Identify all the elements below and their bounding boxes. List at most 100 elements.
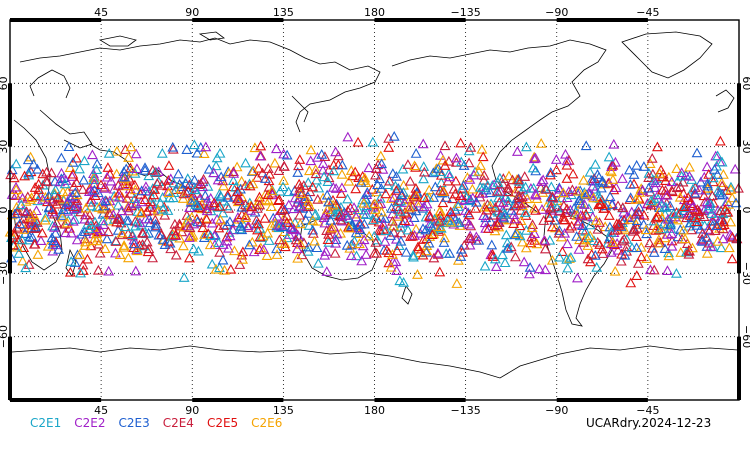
occultation-marker-c2e1 <box>91 164 102 174</box>
occultation-marker-c2e2 <box>271 210 283 221</box>
occultation-marker-c2e2 <box>661 189 673 200</box>
occultation-marker-c2e1 <box>349 235 360 246</box>
occultation-marker-c2e2 <box>530 152 541 163</box>
occultation-marker-c2e2 <box>561 192 573 203</box>
occultation-marker-c2e6 <box>219 264 231 275</box>
occultation-marker-c2e6 <box>679 233 691 244</box>
occultation-marker-c2e2 <box>539 264 551 275</box>
occultation-marker-c2e4 <box>121 192 133 203</box>
occultation-marker-c2e5 <box>727 231 738 242</box>
occultation-marker-c2e4 <box>195 178 207 189</box>
occultation-marker-c2e5 <box>417 249 429 260</box>
occultation-marker-c2e3 <box>321 189 333 200</box>
occultation-marker-c2e3 <box>628 169 640 179</box>
occultation-marker-c2e2 <box>71 234 83 245</box>
occultation-marker-c2e3 <box>648 174 660 185</box>
occultation-marker-c2e2 <box>342 131 354 142</box>
occultation-marker-c2e2 <box>612 244 624 255</box>
occultation-marker-c2e2 <box>208 167 220 178</box>
occultation-marker-c2e2 <box>88 178 100 189</box>
occultation-marker-c2e5 <box>222 189 234 200</box>
y-tick-label-left: −30 <box>0 262 10 285</box>
occultation-marker-c2e2 <box>417 138 429 149</box>
occultation-marker-c2e3 <box>444 247 456 258</box>
occultation-marker-c2e4 <box>79 209 91 220</box>
occultation-marker-c2e3 <box>391 170 402 181</box>
occultation-marker-c2e6 <box>489 225 501 236</box>
occultation-marker-c2e1 <box>497 249 508 260</box>
occultation-marker-c2e5 <box>686 200 698 210</box>
occultation-marker-c2e5 <box>684 209 696 220</box>
occultation-marker-c2e4 <box>46 167 57 178</box>
occultation-marker-c2e3 <box>702 180 714 191</box>
occultation-marker-c2e2 <box>65 227 77 238</box>
occultation-marker-c2e4 <box>147 164 159 175</box>
occultation-marker-c2e3 <box>149 221 161 232</box>
occultation-marker-c2e2 <box>377 218 389 229</box>
occultation-marker-c2e5 <box>335 188 347 198</box>
occultation-marker-c2e6 <box>303 165 315 176</box>
occultation-marker-c2e4 <box>683 248 695 259</box>
occultation-marker-c2e3 <box>62 196 74 207</box>
occultation-marker-c2e1 <box>75 267 87 278</box>
occultation-marker-c2e1 <box>178 272 190 282</box>
occultation-marker-c2e5 <box>8 172 20 183</box>
occultation-marker-c2e1 <box>477 182 489 193</box>
occultation-marker-c2e3 <box>271 243 282 254</box>
occultation-marker-c2e2 <box>321 266 333 276</box>
occultation-marker-c2e6 <box>428 228 440 239</box>
occultation-marker-c2e2 <box>497 197 509 207</box>
occultation-marker-c2e4 <box>370 169 381 180</box>
occultation-marker-c2e5 <box>246 201 257 212</box>
coastline-scandinavia <box>29 69 71 99</box>
occultation-marker-c2e2 <box>412 197 424 208</box>
occultation-marker-c2e6 <box>343 175 355 186</box>
occultation-marker-c2e2 <box>477 187 489 198</box>
occultation-marker-c2e4 <box>115 217 127 228</box>
occultation-marker-c2e1 <box>361 200 373 211</box>
occultation-marker-c2e4 <box>94 247 106 258</box>
occultation-marker-c2e1 <box>380 225 392 235</box>
occultation-marker-c2e2 <box>535 176 547 186</box>
occultation-marker-c2e2 <box>610 156 621 167</box>
occultation-marker-c2e1 <box>501 237 513 248</box>
occultation-marker-c2e2 <box>140 213 152 224</box>
occultation-marker-c2e1 <box>40 211 52 222</box>
occultation-marker-c2e1 <box>312 257 324 268</box>
x-tick-label-bottom: −45 <box>636 404 659 417</box>
occultation-marker-c2e4 <box>367 199 379 210</box>
occultation-marker-c2e1 <box>227 175 239 186</box>
occultation-marker-c2e5 <box>652 211 664 221</box>
occultation-marker-c2e2 <box>515 199 527 210</box>
occultation-marker-c2e4 <box>439 140 451 151</box>
occultation-marker-c2e4 <box>23 212 35 223</box>
occultation-marker-c2e2 <box>662 265 673 275</box>
occultation-marker-c2e6 <box>42 240 54 251</box>
occultation-marker-c2e6 <box>528 151 540 162</box>
occultation-marker-c2e3 <box>69 187 81 197</box>
occultation-marker-c2e1 <box>108 190 120 201</box>
occultation-marker-c2e1 <box>545 181 557 192</box>
occultation-marker-c2e5 <box>37 168 49 179</box>
occultation-marker-c2e2 <box>95 225 107 235</box>
occultation-marker-c2e5 <box>352 136 364 147</box>
occultation-marker-c2e1 <box>725 181 737 192</box>
coastline-arctic-islands <box>98 31 226 47</box>
occultation-marker-c2e6 <box>388 220 400 231</box>
occultation-marker-c2e4 <box>709 225 721 235</box>
occultation-marker-c2e1 <box>322 176 334 186</box>
occultation-marker-c2e4 <box>310 168 322 179</box>
occultation-marker-c2e1 <box>97 215 109 226</box>
occultation-marker-c2e2 <box>201 205 213 216</box>
occultation-marker-c2e3 <box>88 184 100 195</box>
occultation-marker-c2e2 <box>579 199 590 209</box>
occultation-marker-c2e2 <box>626 206 638 217</box>
occultation-marker-c2e5 <box>671 206 682 217</box>
x-tick-label-top: −90 <box>545 6 568 19</box>
occultation-marker-c2e2 <box>312 151 323 162</box>
occultation-marker-c2e2 <box>464 173 476 184</box>
occultation-marker-c2e2 <box>97 196 109 207</box>
occultation-marker-c2e1 <box>590 183 602 194</box>
occultation-marker-c2e3 <box>387 168 399 178</box>
occultation-marker-c2e1 <box>20 262 32 273</box>
